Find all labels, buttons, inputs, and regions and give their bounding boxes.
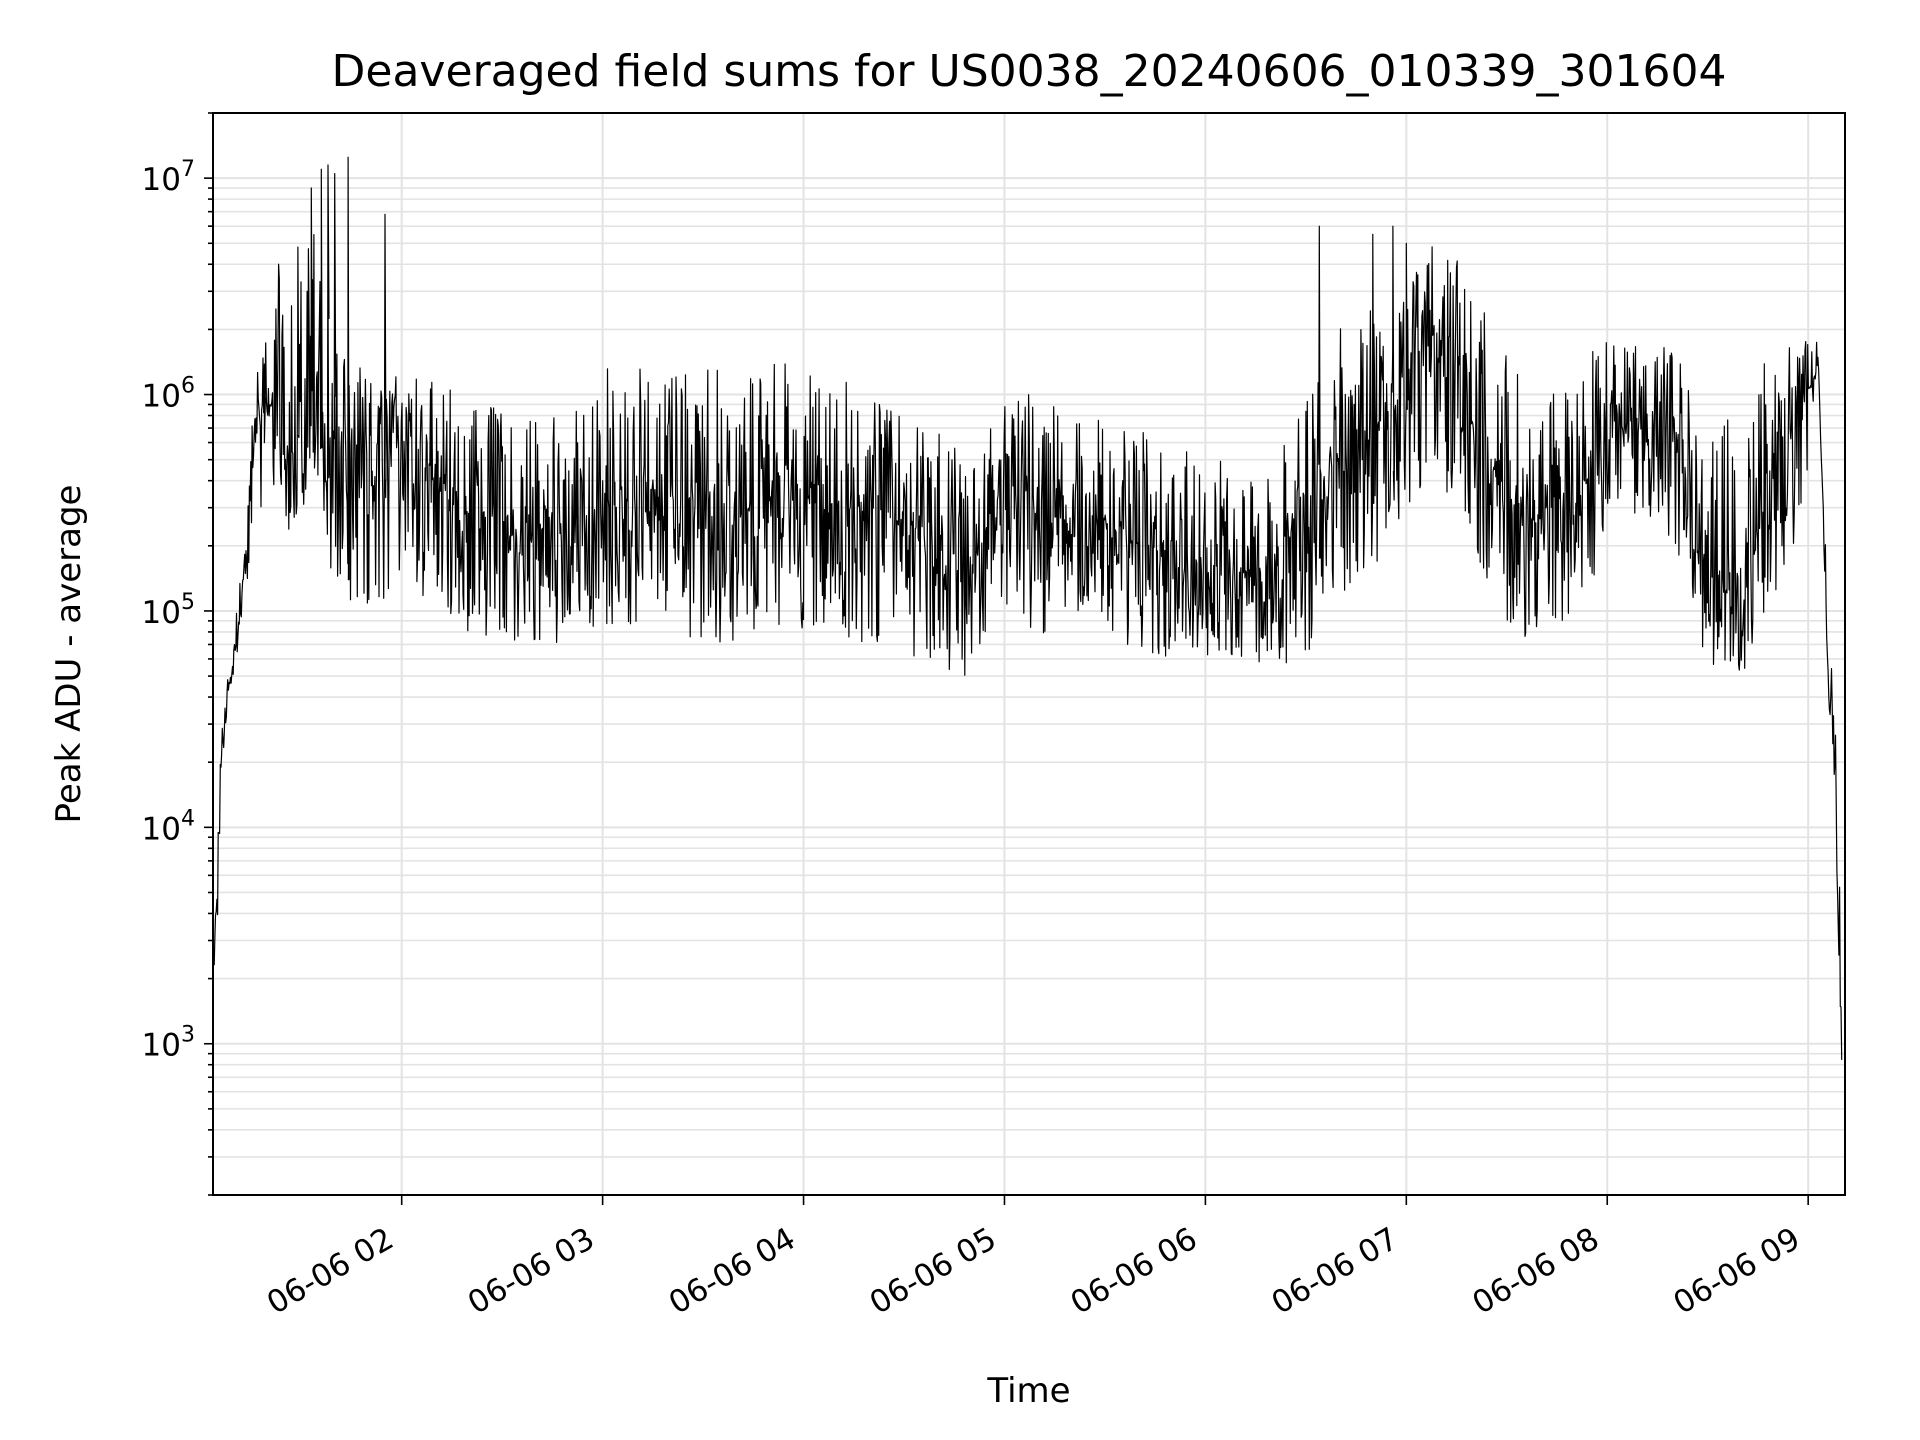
- y-tick-exponent: 6: [181, 374, 195, 399]
- y-tick-base: 10: [142, 1028, 181, 1064]
- y-tick-base: 10: [142, 811, 181, 847]
- plot-frame: [212, 112, 1846, 1196]
- x-axis-label: Time: [986, 1371, 1070, 1411]
- y-tick-base: 10: [142, 595, 181, 631]
- chart-title: Deaveraged field sums for US0038_2024060…: [332, 46, 1727, 97]
- y-tick-label: 107: [142, 157, 195, 198]
- series-line: [213, 156, 1843, 1060]
- y-tick-exponent: 5: [181, 590, 195, 615]
- y-tick-label: 103: [142, 1023, 195, 1064]
- y-tick-base: 10: [142, 379, 181, 415]
- y-tick-exponent: 7: [181, 157, 195, 182]
- y-axis-label: Peak ADU - average: [49, 485, 89, 824]
- series-layer: [213, 156, 1843, 1060]
- y-tick-exponent: 3: [181, 1023, 195, 1048]
- y-tick-exponent: 4: [181, 806, 195, 831]
- y-tick-label: 106: [142, 374, 195, 415]
- y-tick-label: 105: [142, 590, 195, 631]
- y-tick-label: 104: [142, 806, 195, 847]
- y-tick-base: 10: [142, 162, 181, 198]
- grid: [213, 112, 1845, 1196]
